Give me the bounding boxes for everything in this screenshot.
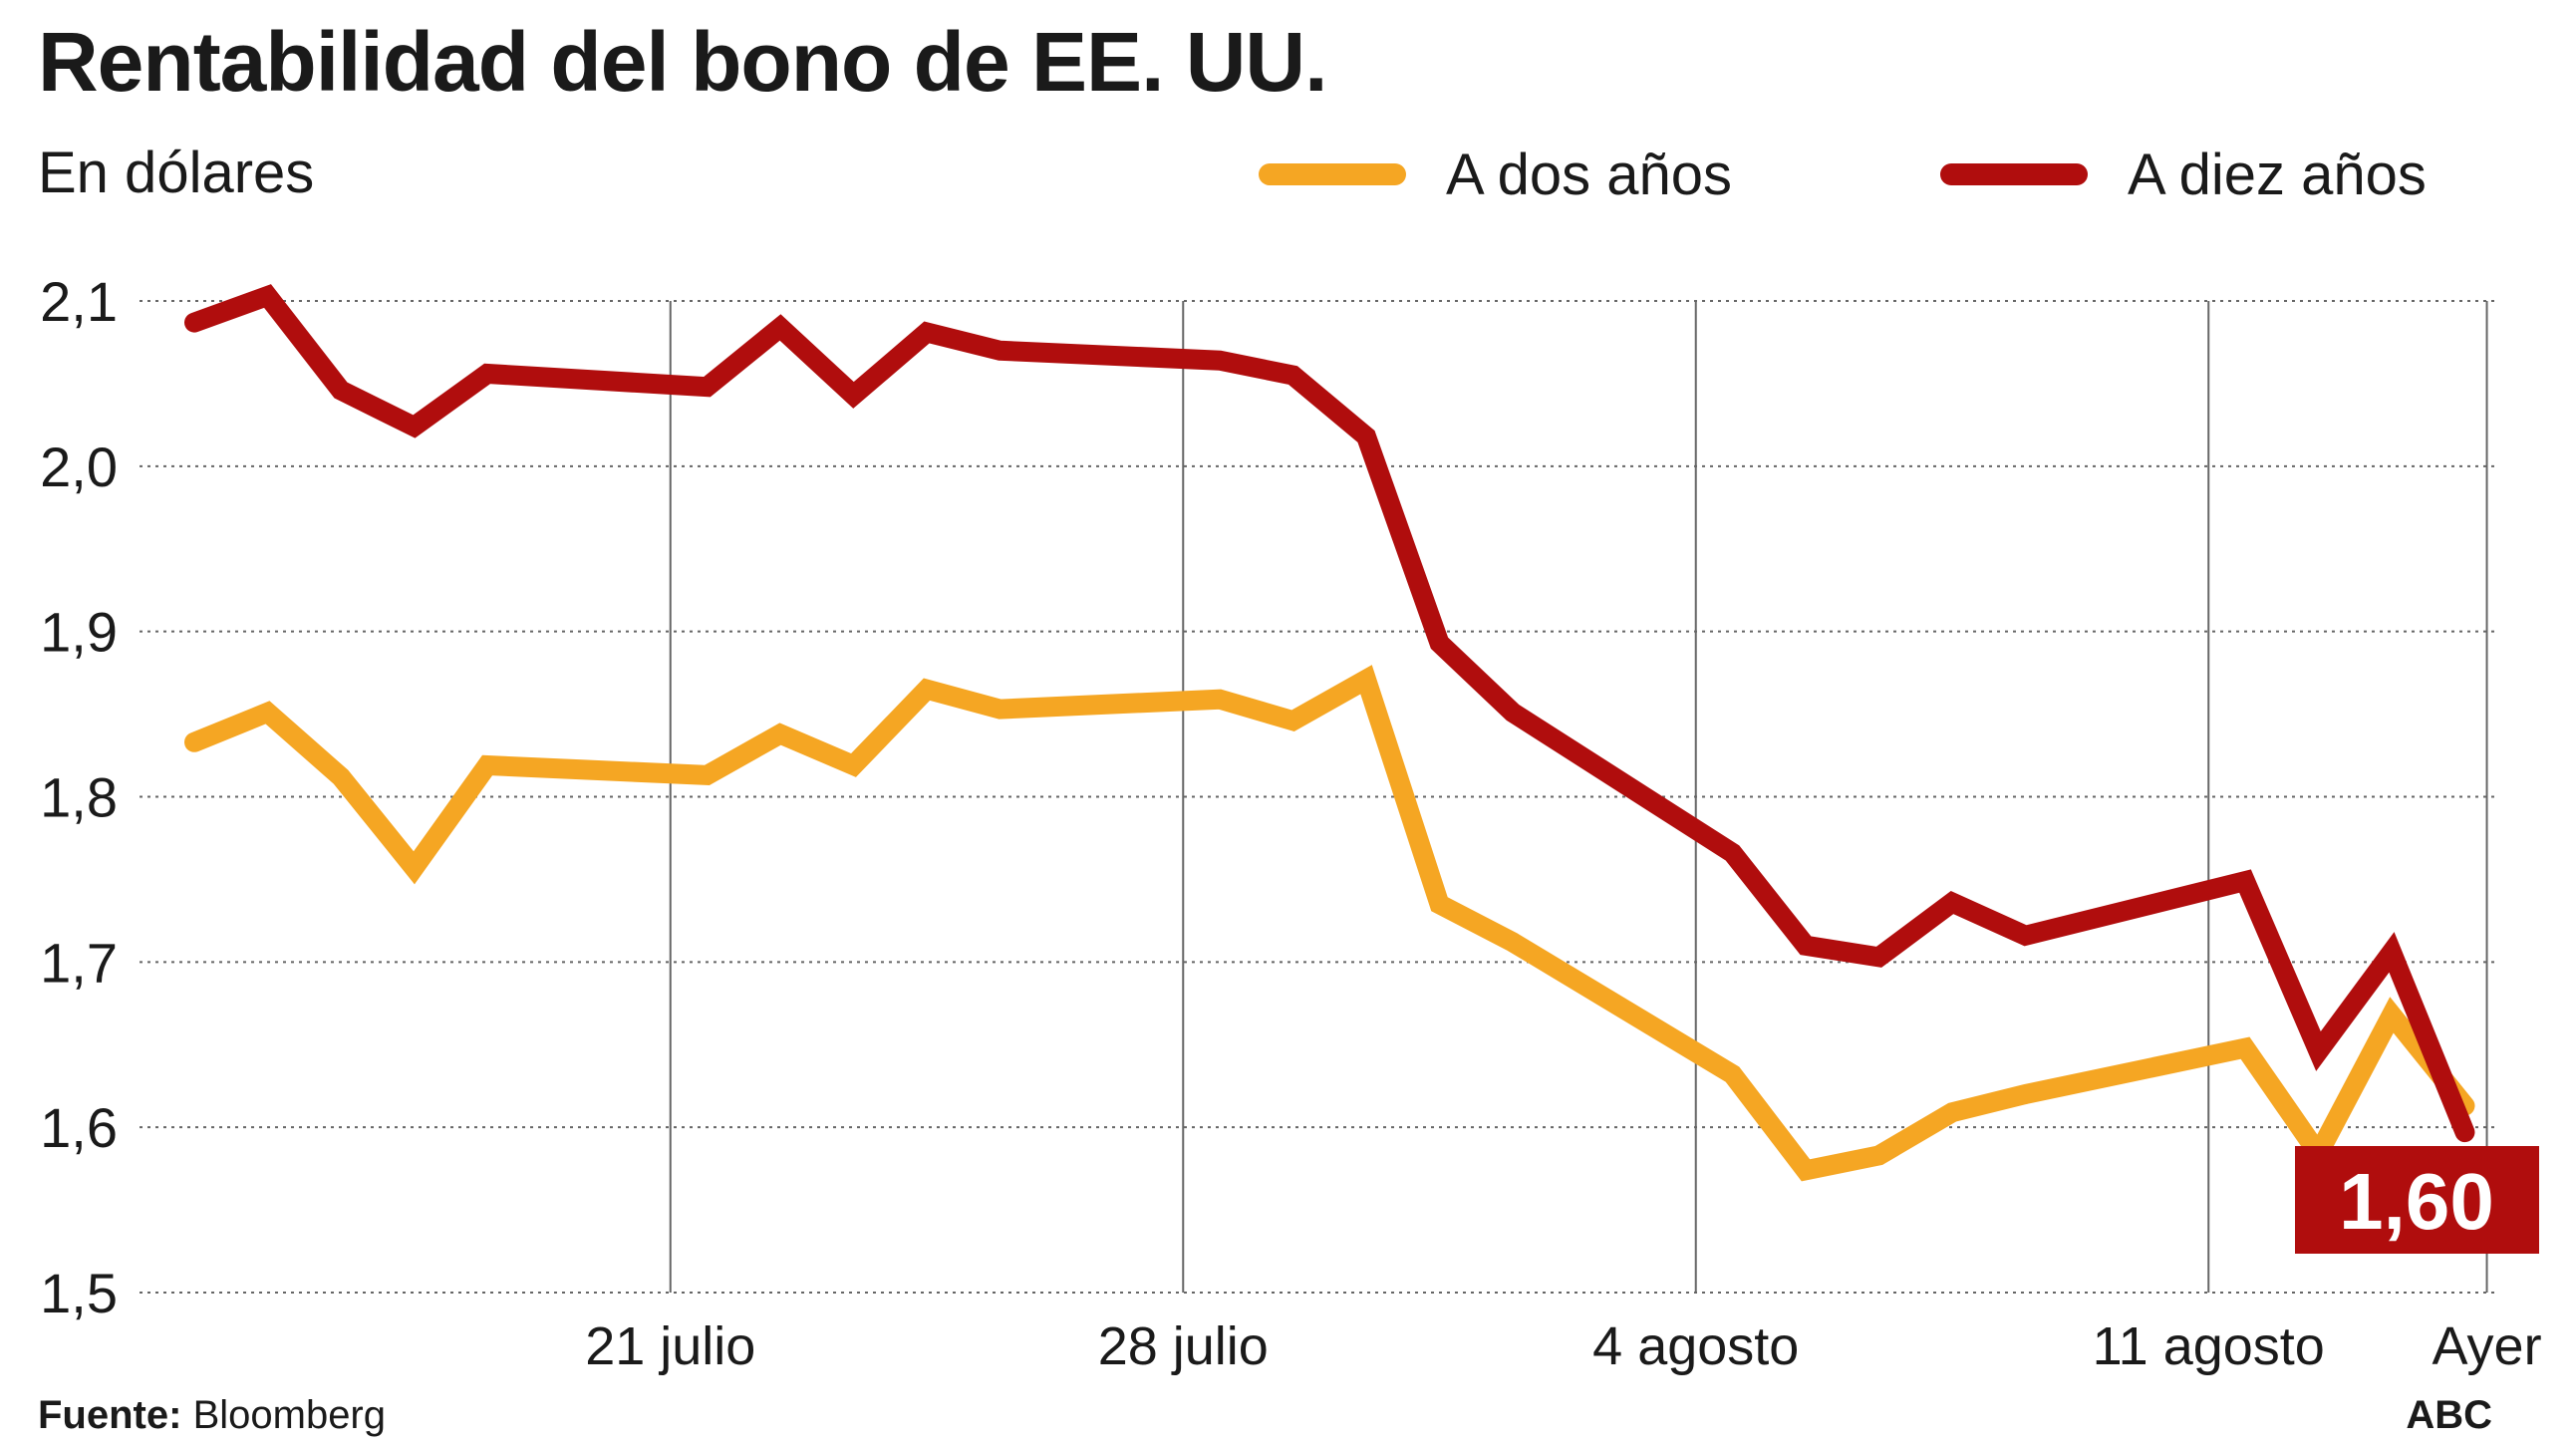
legend-swatch-two-year: [1259, 163, 1406, 185]
callout-value: 1,60: [2339, 1157, 2494, 1246]
y-tick-label: 1,8: [40, 766, 118, 829]
vertical-gridlines: [669, 301, 2488, 1293]
source-name: Bloomberg: [192, 1393, 386, 1437]
x-tick-label: Ayer: [2433, 1316, 2542, 1376]
x-tick-label: 28 julio: [1098, 1316, 1269, 1376]
y-axis-ticks: 2,1 2,0 1,9 1,8 1,7 1,6 1,5: [40, 270, 118, 1324]
y-tick-label: 1,7: [40, 931, 118, 994]
source-label: Fuente:: [38, 1393, 182, 1437]
legend-item-ten-year: A diez años: [1940, 142, 2427, 207]
horizontal-gridlines: [140, 300, 2496, 1294]
legend-swatch-ten-year: [1940, 163, 2088, 185]
last-value-callout: 1,60: [2295, 1146, 2539, 1254]
legend-label-two-year: A dos años: [1446, 142, 1732, 207]
x-tick-label: 21 julio: [585, 1316, 755, 1376]
series-lines: [184, 284, 2475, 1182]
source-note: Fuente: Bloomberg: [38, 1393, 386, 1438]
chart-title: Rentabilidad del bono de EE. UU.: [38, 15, 1327, 109]
legend-item-two-year: A dos años: [1259, 142, 1732, 207]
chart-subtitle: En dólares: [38, 141, 315, 205]
legend-label-ten-year: A diez años: [2128, 142, 2427, 207]
y-tick-label: 1,6: [40, 1096, 118, 1159]
x-tick-label: 11 agosto: [2093, 1316, 2325, 1376]
series-line-ten-year: [184, 284, 2475, 1143]
y-tick-label: 1,9: [40, 601, 118, 664]
x-axis-ticks: 21 julio 28 julio 4 agosto 11 agosto Ayer: [585, 1316, 2541, 1376]
y-tick-label: 1,5: [40, 1262, 118, 1324]
credit: ABC: [2406, 1393, 2492, 1437]
y-tick-label: 2,1: [40, 270, 118, 333]
y-tick-label: 2,0: [40, 435, 118, 498]
series-line-two-year: [184, 665, 2475, 1182]
callout-background: [2295, 1146, 2539, 1254]
x-tick-label: 4 agosto: [1592, 1316, 1799, 1376]
